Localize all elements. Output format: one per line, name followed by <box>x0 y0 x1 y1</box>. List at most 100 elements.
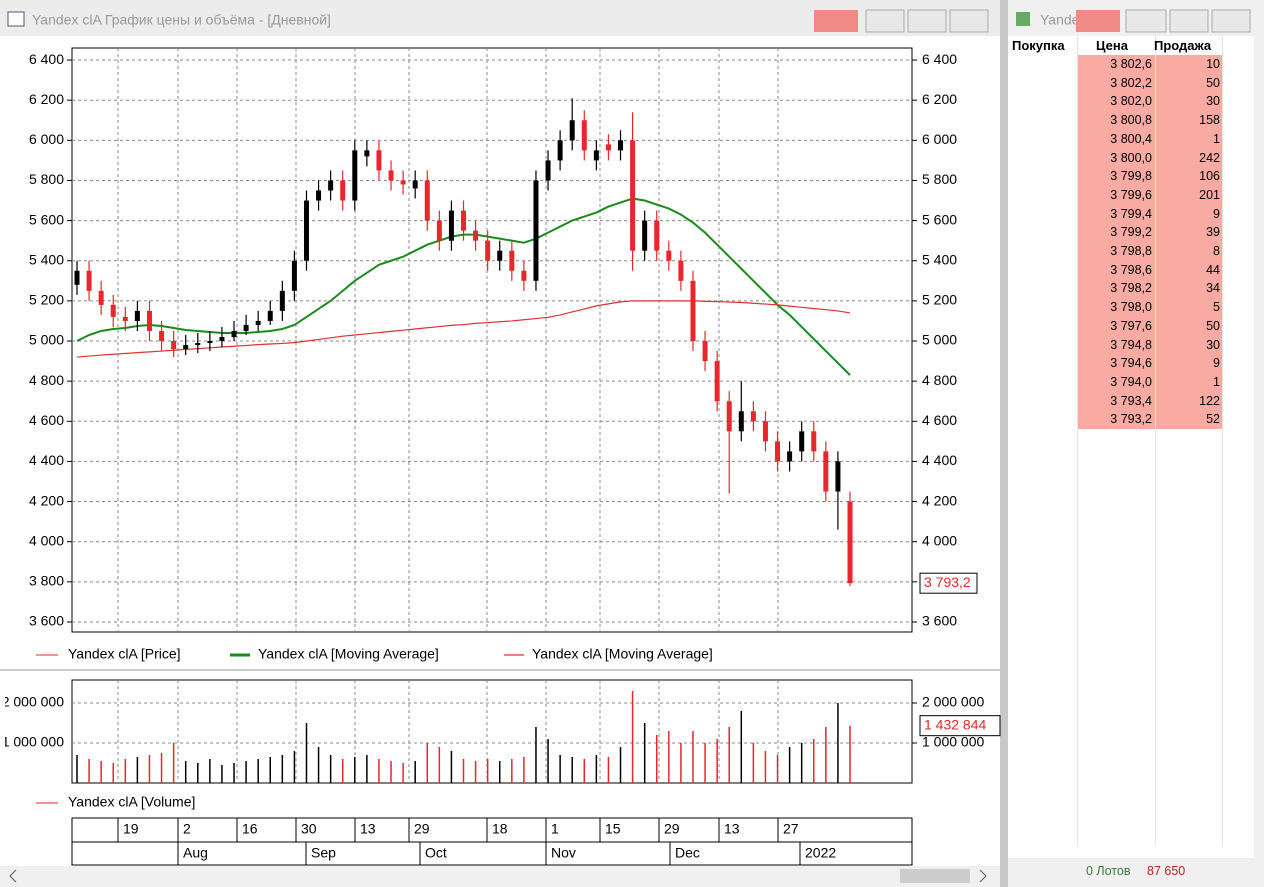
scroll-right[interactable] <box>979 869 987 883</box>
price-cell: 3 800,8 <box>1110 113 1152 128</box>
scroll-thumb[interactable] <box>900 869 970 883</box>
candle-body <box>110 304 116 317</box>
splitter[interactable] <box>1000 0 1008 887</box>
candle-body <box>811 431 817 452</box>
month-label: Nov <box>551 845 576 861</box>
y-tick-label-right: 5 600 <box>922 211 957 227</box>
day-label: 30 <box>301 821 317 837</box>
ask-cell: 158 <box>1199 113 1220 128</box>
y-tick-label: 4 800 <box>29 372 64 388</box>
price-cell: 3 800,0 <box>1110 150 1152 165</box>
y-tick-label-right: 3 600 <box>922 613 957 629</box>
candle-body <box>267 310 273 321</box>
candle-body <box>726 401 732 432</box>
volume-frame <box>71 679 913 784</box>
price-cell: 3 799,4 <box>1110 206 1152 221</box>
candle-body <box>146 310 152 331</box>
candle-body <box>255 320 261 325</box>
candle-body <box>545 160 551 181</box>
y-tick-label-right: 4 800 <box>922 372 957 388</box>
candle-body <box>86 270 92 291</box>
scrollbar[interactable] <box>0 866 1000 887</box>
y-tick-label-right: 6 000 <box>922 131 957 147</box>
candle-body <box>799 431 805 452</box>
ask-cell: 39 <box>1206 225 1220 240</box>
window-icon <box>7 11 25 27</box>
y-tick-label: 5 800 <box>29 171 64 187</box>
candle-body <box>738 411 744 432</box>
y-tick-label: 5 000 <box>29 332 64 348</box>
candle-body <box>279 290 285 311</box>
price-cell: 3 794,8 <box>1110 337 1152 352</box>
candle-body <box>243 324 249 331</box>
y-tick-label-right: 4 200 <box>922 492 957 508</box>
y-tick-label: 4 600 <box>29 412 64 428</box>
candle-body <box>74 270 80 285</box>
y-tick-label-right: 1 000 000 <box>922 734 984 750</box>
maximize-button[interactable] <box>1169 9 1209 33</box>
minimize-button[interactable] <box>865 9 905 33</box>
book-title: Yande <box>1040 12 1080 28</box>
candle-body <box>666 250 672 261</box>
candle-body <box>581 120 587 151</box>
ask-cell: 44 <box>1206 262 1220 277</box>
candle-body <box>823 451 829 492</box>
column-line <box>1077 36 1078 846</box>
scroll-left[interactable] <box>9 869 17 883</box>
candle-body <box>448 210 454 241</box>
footer-total: 87 650 <box>1147 864 1186 878</box>
y-tick-label: 2 000 000 <box>2 694 64 710</box>
link-button[interactable] <box>1076 10 1120 32</box>
price-cell: 3 800,4 <box>1110 131 1152 146</box>
month-label: Dec <box>675 845 700 861</box>
candle-body <box>219 337 225 342</box>
price-cell: 3 798,0 <box>1110 300 1152 315</box>
ask-cell: 5 <box>1213 300 1220 315</box>
price-cell: 3 802,0 <box>1110 94 1152 109</box>
candle-body <box>195 343 201 346</box>
chart-window <box>0 0 1000 887</box>
column-header: Цена <box>1096 38 1128 53</box>
price-cell: 3 794,0 <box>1110 374 1152 389</box>
close-button[interactable] <box>949 9 989 33</box>
candle-body <box>775 441 781 462</box>
candle-body <box>424 180 430 221</box>
candle-body <box>461 210 466 231</box>
ask-cell: 1 <box>1213 374 1220 389</box>
candle-body <box>316 190 322 201</box>
candle-body <box>690 280 696 342</box>
candle-body <box>521 270 527 281</box>
price-cell: 3 802,2 <box>1110 75 1152 90</box>
y-tick-label: 3 600 <box>29 613 64 629</box>
candle-body <box>98 290 104 305</box>
price-cell: 3 798,8 <box>1110 244 1152 258</box>
candle-body <box>171 341 177 350</box>
day-label: 15 <box>605 821 621 837</box>
y-tick-label: 5 400 <box>29 251 64 267</box>
ask-cell: 8 <box>1213 244 1220 258</box>
close-button[interactable] <box>1211 9 1251 33</box>
candle-body <box>835 461 841 492</box>
price-cell: 3 799,8 <box>1110 169 1152 184</box>
y-tick-label: 5 600 <box>29 211 64 227</box>
candle-body <box>618 140 624 151</box>
y-tick-label-right: 4 600 <box>922 412 957 428</box>
maximize-button[interactable] <box>907 9 947 33</box>
candle-body <box>183 345 189 350</box>
minimize-button[interactable] <box>1125 9 1167 33</box>
price-cell: 3 799,2 <box>1110 225 1152 240</box>
y-tick-label-right: 5 400 <box>922 251 957 267</box>
day-label: 19 <box>123 821 139 837</box>
candle-body <box>678 260 684 281</box>
candle-body <box>654 220 660 251</box>
link-button[interactable] <box>814 10 858 32</box>
candle-body <box>847 501 853 584</box>
price-cell: 3 798,2 <box>1110 281 1152 296</box>
month-label: Oct <box>425 845 447 861</box>
last-volume-box <box>919 715 1001 737</box>
day-label: 13 <box>360 821 376 837</box>
candle-body <box>207 341 213 344</box>
y-tick-label-right: 6 200 <box>922 91 957 107</box>
candle-body <box>593 150 599 161</box>
y-tick-label-right: 5 000 <box>922 332 957 348</box>
